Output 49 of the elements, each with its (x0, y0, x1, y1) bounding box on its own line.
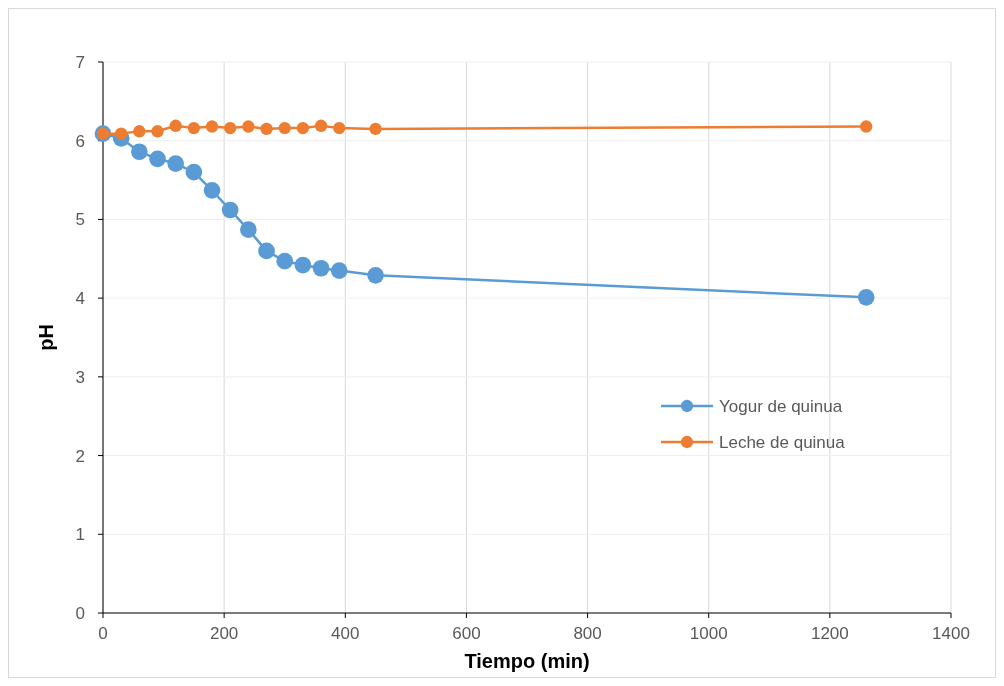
point (240, 221, 257, 238)
y-tick-label: 0 (75, 604, 85, 623)
point (224, 121, 237, 135)
x-tick-label: 400 (331, 624, 360, 643)
y-tick-label: 4 (75, 289, 85, 309)
point (203, 181, 221, 199)
point (131, 143, 148, 161)
x-axis-title: Tiempo (min) (464, 650, 590, 672)
legend-label: Leche de quinua (719, 433, 846, 452)
point (221, 201, 239, 219)
point (314, 119, 328, 132)
x-tick-label: 1400 (932, 624, 970, 643)
x-tick-label: 1200 (810, 624, 849, 643)
x-tick-label: 0 (98, 624, 108, 643)
point (167, 155, 185, 172)
y-tick-label: 2 (75, 446, 85, 466)
y-tick-label: 3 (75, 367, 85, 387)
y-tick-label: 6 (75, 131, 85, 151)
point (857, 289, 875, 306)
point (242, 120, 255, 133)
x-tick-label: 800 (573, 624, 602, 643)
point (133, 125, 146, 138)
point (276, 252, 294, 270)
point (369, 122, 382, 136)
x-tick-label: 600 (452, 624, 481, 643)
point (151, 125, 164, 138)
point (296, 121, 310, 135)
point (205, 120, 219, 133)
point (294, 256, 312, 274)
y-tick-label: 7 (75, 53, 85, 72)
legend-label: Yogur de quinua (719, 397, 843, 416)
y-axis-title: pH (35, 324, 57, 351)
point (114, 127, 128, 140)
y-tick-label: 5 (75, 210, 85, 230)
point (149, 150, 166, 168)
x-tick-label: 1000 (689, 624, 728, 643)
point (367, 266, 384, 284)
point (330, 262, 348, 279)
y-tick-label: 1 (75, 525, 85, 545)
point (860, 120, 873, 133)
point (333, 121, 346, 135)
point (185, 163, 203, 181)
point (260, 122, 273, 136)
point (187, 121, 201, 135)
point (169, 119, 182, 132)
point (312, 259, 330, 277)
point (258, 242, 275, 260)
x-tick-label: 200 (209, 624, 239, 643)
point (278, 121, 291, 135)
